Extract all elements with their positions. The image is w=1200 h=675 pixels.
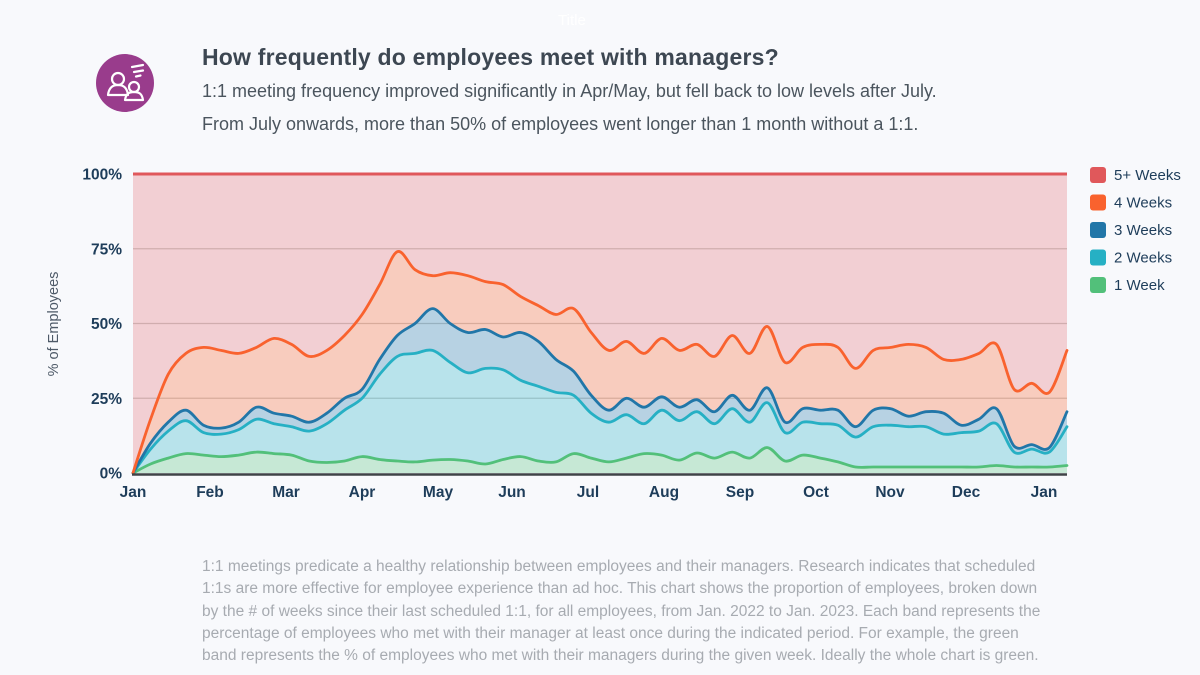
legend-label-2-weeks[interactable]: 2 Weeks [1114, 250, 1172, 267]
legend-swatch-2-weeks[interactable] [1090, 249, 1106, 266]
x-tick-label-5-jun: Jun [498, 484, 526, 501]
x-tick-label-9-oct: Oct [803, 484, 829, 501]
band-2-weeks [133, 350, 1067, 473]
legend-label-1-week[interactable]: 1 Week [1114, 277, 1165, 294]
x-tick-label-7-aug: Aug [649, 484, 679, 501]
legend-swatch-5-weeks[interactable] [1090, 167, 1106, 183]
x-tick-label-10-nov: Nov [875, 484, 905, 501]
y-tick-label-0: 0% [100, 466, 123, 483]
y-tick-label-100: 100% [82, 167, 122, 184]
line-3-weeks [131, 307, 1069, 475]
band-1-week [133, 447, 1067, 473]
person-two-body [123, 90, 145, 102]
y-tick-label-25: 25% [91, 391, 122, 408]
chart-description: 1:1 meetings predicate a healthy relatio… [202, 558, 1041, 665]
subtitle-line-1: 1:1 meeting frequency improved significa… [202, 81, 937, 101]
header: How frequently do employees meet with ma… [202, 44, 1102, 147]
legend-label-5-weeks[interactable]: 5+ Weeks [1114, 167, 1181, 184]
x-tick-label-3-apr: Apr [349, 484, 376, 501]
subtitle-line-2: From July onwards, more than 50% of empl… [202, 114, 919, 134]
person-one-body [106, 83, 130, 97]
x-tick-label-4-may: May [423, 484, 454, 501]
chart-plot-area[interactable] [133, 174, 1067, 473]
legend-swatch-3-weeks[interactable] [1090, 222, 1106, 238]
y-axis-title: % of Employees [46, 272, 62, 377]
page-title: How frequently do employees meet with ma… [202, 44, 779, 70]
meeting-icon [96, 54, 154, 112]
legend-swatch-1-week[interactable] [1090, 277, 1106, 293]
x-tick-label-11-dec: Dec [952, 484, 981, 501]
line-4-weeks [131, 250, 1069, 475]
y-tick-label-75: 75% [91, 241, 122, 258]
x-tick-label-8-sep: Sep [726, 484, 754, 501]
watermark-title: Title [558, 12, 586, 29]
icon-circle [96, 54, 154, 112]
x-tick-label-12-jan: Jan [1031, 484, 1058, 501]
band-5-weeks [133, 174, 1067, 473]
header-icon-wrap [96, 54, 154, 112]
line-2-weeks [131, 348, 1069, 475]
legend-label-3-weeks[interactable]: 3 Weeks [1114, 222, 1172, 239]
speech-line-3 [134, 74, 142, 78]
x-tick-label-2-mar: Mar [272, 484, 300, 501]
line-1-week [131, 446, 1069, 475]
legend-swatch-4-weeks[interactable] [1090, 194, 1106, 211]
x-tick-label-1-feb: Feb [196, 484, 224, 501]
y-tick-label-50: 50% [91, 316, 122, 333]
speech-line-1 [130, 63, 145, 69]
speech-line-2 [132, 69, 145, 74]
band-4-weeks [133, 251, 1067, 473]
x-tick-label-6-jul: Jul [577, 484, 599, 501]
legend-label-4-weeks[interactable]: 4 Weeks [1114, 195, 1172, 212]
x-tick-label-0-jan: Jan [120, 484, 147, 501]
